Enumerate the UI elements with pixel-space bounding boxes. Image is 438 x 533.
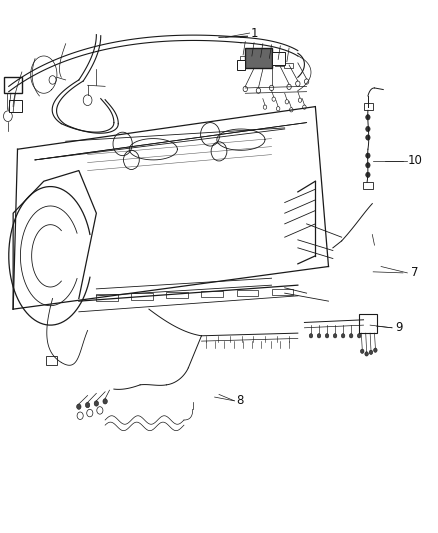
Circle shape	[325, 334, 329, 338]
Circle shape	[103, 399, 107, 404]
Circle shape	[360, 349, 364, 353]
Bar	[275, 61, 285, 66]
Circle shape	[366, 163, 370, 168]
FancyBboxPatch shape	[272, 289, 293, 295]
Bar	[258, 58, 267, 63]
FancyBboxPatch shape	[201, 291, 223, 297]
Text: 1: 1	[251, 27, 259, 39]
Text: 8: 8	[237, 394, 244, 407]
Circle shape	[366, 126, 370, 132]
Bar	[249, 57, 258, 62]
Bar	[266, 59, 276, 64]
Text: 7: 7	[411, 266, 419, 279]
Circle shape	[85, 402, 90, 408]
FancyBboxPatch shape	[237, 290, 258, 296]
Bar	[237, 60, 245, 70]
FancyBboxPatch shape	[96, 294, 118, 301]
Bar	[4, 77, 22, 93]
Text: 9: 9	[395, 321, 403, 334]
Circle shape	[309, 334, 313, 338]
Bar	[240, 56, 250, 61]
Bar	[9, 100, 22, 112]
Circle shape	[366, 115, 370, 120]
Circle shape	[77, 404, 81, 409]
Bar	[364, 103, 373, 110]
Circle shape	[369, 350, 373, 354]
Circle shape	[366, 153, 370, 158]
Bar	[363, 182, 373, 189]
Circle shape	[357, 334, 361, 338]
Bar	[284, 63, 293, 68]
FancyBboxPatch shape	[166, 292, 188, 298]
Bar	[272, 52, 285, 65]
Circle shape	[366, 135, 370, 140]
Circle shape	[365, 352, 368, 356]
Circle shape	[333, 334, 337, 338]
Bar	[245, 48, 272, 68]
Circle shape	[374, 348, 377, 352]
Circle shape	[350, 334, 353, 338]
FancyBboxPatch shape	[131, 293, 153, 300]
Circle shape	[317, 334, 321, 338]
Bar	[46, 356, 57, 365]
Circle shape	[341, 334, 345, 338]
Circle shape	[94, 401, 99, 406]
Text: 10: 10	[408, 155, 423, 167]
Circle shape	[366, 172, 370, 177]
Bar	[359, 314, 377, 333]
